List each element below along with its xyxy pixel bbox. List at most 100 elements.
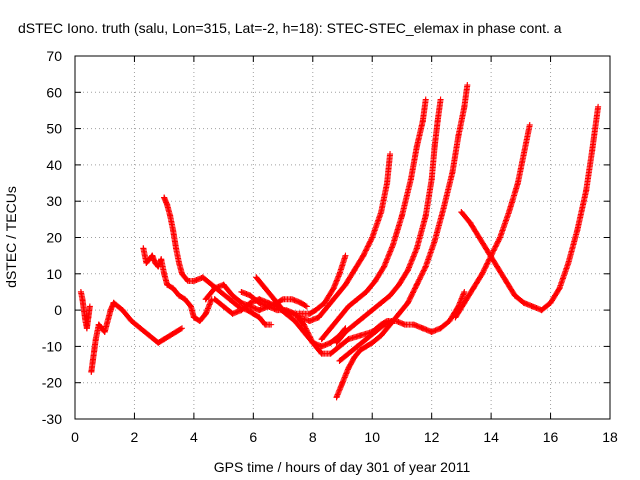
y-tick-label: 40 — [46, 157, 62, 173]
data-point — [247, 299, 254, 306]
data-point — [110, 299, 117, 306]
data-point — [413, 245, 420, 252]
data-point — [309, 339, 316, 346]
data-point — [149, 252, 156, 259]
data-point — [360, 252, 367, 259]
data-point — [89, 357, 96, 364]
data-point — [547, 299, 554, 306]
data-point — [95, 321, 102, 328]
data-point — [407, 176, 414, 183]
data-point — [497, 234, 504, 241]
data-point — [339, 379, 346, 386]
data-point — [250, 310, 257, 317]
data-point — [256, 307, 263, 314]
data-point — [179, 270, 185, 277]
data-point — [101, 328, 108, 335]
data-point — [363, 288, 370, 295]
data-point — [363, 343, 370, 350]
data-point — [502, 278, 509, 285]
data-point — [92, 336, 99, 343]
data-point — [342, 252, 349, 259]
data-point — [187, 303, 194, 310]
data-point — [280, 296, 287, 303]
data-point — [306, 310, 313, 317]
data-point — [455, 132, 462, 139]
data-point — [556, 285, 563, 292]
x-tick-label: 4 — [190, 429, 198, 445]
data-point — [461, 299, 468, 306]
y-tick-label: -20 — [42, 375, 62, 391]
data-point — [354, 343, 361, 350]
data-point — [422, 263, 429, 270]
series-12 — [333, 96, 444, 346]
data-point — [422, 96, 429, 103]
data-point — [226, 296, 233, 303]
data-point — [431, 143, 438, 150]
data-point — [428, 328, 435, 335]
data-point — [422, 212, 429, 219]
data-point — [431, 238, 438, 245]
data-point — [529, 303, 536, 310]
data-point — [372, 278, 379, 285]
data-point — [526, 121, 533, 128]
data-point — [387, 292, 394, 299]
data-point — [167, 332, 174, 339]
data-point — [461, 103, 468, 110]
data-point — [256, 314, 263, 321]
data-point — [238, 307, 245, 314]
data-point — [327, 325, 334, 332]
data-point — [387, 151, 394, 158]
data-point — [342, 328, 349, 335]
data-point — [143, 259, 150, 266]
data-point — [202, 296, 209, 303]
data-point — [229, 292, 236, 299]
data-point — [88, 368, 95, 375]
data-point — [181, 296, 188, 303]
y-tick-label: -10 — [42, 338, 62, 354]
data-point — [82, 317, 89, 324]
data-point — [280, 307, 287, 314]
data-point — [229, 310, 236, 317]
data-point — [173, 245, 180, 252]
data-point — [94, 328, 101, 335]
data-point — [306, 317, 313, 324]
data-point — [401, 321, 408, 328]
data-point — [589, 147, 596, 154]
data-point — [369, 234, 376, 241]
data-point — [196, 317, 203, 324]
data-point — [318, 350, 325, 357]
data-point — [321, 299, 328, 306]
data-point — [256, 299, 263, 306]
data-point — [107, 307, 114, 314]
y-tick-label: 10 — [46, 266, 62, 282]
data-point — [333, 292, 340, 299]
data-point — [324, 303, 331, 310]
data-point — [140, 245, 147, 252]
data-point — [452, 314, 459, 321]
plot-frame — [74, 55, 611, 420]
data-point — [446, 317, 453, 324]
data-point — [467, 219, 474, 226]
data-point — [479, 270, 486, 277]
data-point — [520, 299, 527, 306]
data-point — [464, 82, 471, 89]
data-point — [488, 252, 495, 259]
data-point — [86, 303, 93, 310]
data-point — [434, 118, 441, 125]
y-axis-label: dSTEC / TECUs — [3, 186, 19, 288]
grid — [75, 56, 610, 419]
series-2 — [88, 299, 117, 375]
series-11 — [318, 96, 429, 343]
data-point — [345, 365, 352, 372]
x-axis-label: GPS time / hours of day 301 of year 2011 — [214, 459, 471, 475]
series-15 — [458, 103, 602, 314]
data-point — [161, 336, 168, 343]
data-point — [262, 285, 269, 292]
data-point — [297, 299, 304, 306]
series-track — [333, 83, 471, 401]
x-tick-label: 6 — [249, 429, 257, 445]
data-point — [476, 234, 483, 241]
data-point — [190, 278, 197, 285]
data-point — [345, 350, 352, 357]
data-point — [398, 212, 405, 219]
